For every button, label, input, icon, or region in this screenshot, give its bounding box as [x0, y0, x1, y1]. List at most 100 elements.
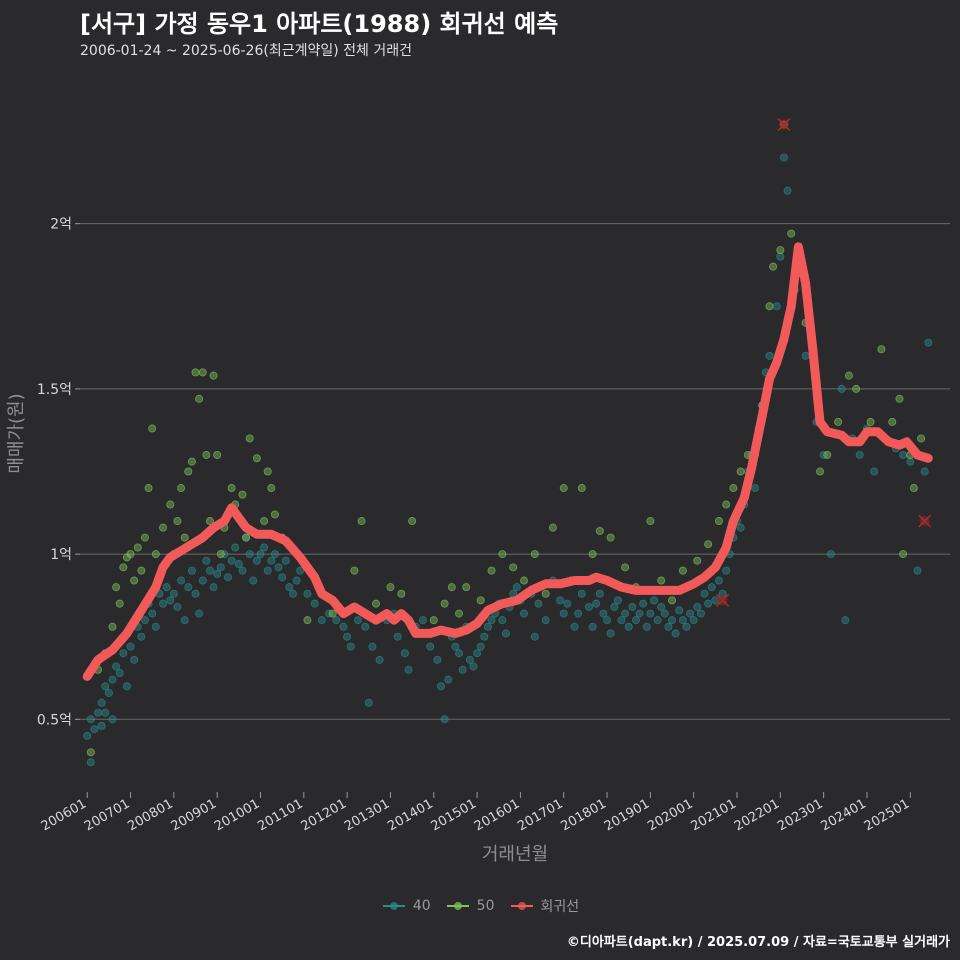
data-point-50: [621, 563, 630, 572]
data-point-40: [94, 708, 103, 717]
data-point-50: [714, 517, 723, 526]
data-point-40: [686, 609, 695, 618]
data-point-50: [252, 454, 261, 463]
data-point-40: [635, 609, 644, 618]
data-point-40: [639, 599, 648, 608]
data-point-50: [144, 484, 153, 493]
regression-line: [82, 242, 933, 681]
data-point-40: [675, 606, 684, 615]
data-point-40: [473, 649, 482, 658]
data-point-50: [447, 583, 456, 592]
data-point-40: [682, 622, 691, 631]
data-point-40: [317, 616, 326, 625]
y-tick-label: 1.5억: [37, 382, 72, 398]
data-point-40: [119, 649, 128, 658]
outlier-x-mark: [777, 117, 791, 132]
data-point-40: [292, 576, 301, 585]
data-point-40: [97, 698, 106, 707]
data-point-50: [180, 533, 189, 542]
x-tick-label: 200601: [39, 796, 89, 834]
data-point-40: [707, 583, 716, 592]
data-point-50: [595, 526, 604, 535]
data-point-50: [140, 533, 149, 542]
data-point-50: [429, 616, 438, 625]
data-point-50: [267, 484, 276, 493]
x-tick-label: 202001: [645, 796, 695, 834]
data-point-50: [137, 566, 146, 575]
data-point-40: [606, 629, 615, 638]
data-point-40: [577, 589, 586, 598]
data-point-50: [462, 583, 471, 592]
x-tick-label: 200701: [82, 796, 132, 834]
data-point-50: [350, 566, 359, 575]
data-point-50: [126, 550, 135, 559]
data-point-40: [187, 566, 196, 575]
data-point-50: [115, 599, 124, 608]
data-point-40: [765, 351, 774, 360]
data-point-40: [86, 758, 95, 767]
data-point-40: [346, 642, 355, 651]
data-point-50: [888, 417, 897, 426]
data-point-50: [187, 457, 196, 466]
data-point-40: [779, 153, 788, 162]
x-tick-label: 202501: [862, 796, 912, 834]
chart-subtitle: 2006-01-24 ~ 2025-06-26(최근계약일) 전체 거래건: [80, 43, 412, 59]
x-tick-label: 201001: [212, 796, 262, 834]
data-point-40: [613, 596, 622, 605]
data-point-50: [765, 302, 774, 311]
data-point-40: [451, 642, 460, 651]
data-point-40: [213, 569, 222, 578]
data-point-40: [86, 715, 95, 724]
data-point-50: [736, 467, 745, 476]
data-point-40: [541, 616, 550, 625]
data-point-40: [498, 616, 507, 625]
data-point-40: [260, 543, 269, 552]
data-point-40: [668, 616, 677, 625]
data-point-40: [603, 616, 612, 625]
data-point-50: [895, 394, 904, 403]
chart-title: [서구] 가정 동우1 아파트(1988) 회귀선 예측: [80, 10, 559, 38]
legend-item-50: 50: [445, 898, 495, 914]
x-tick-label: 201201: [299, 796, 349, 834]
data-point-40: [693, 602, 702, 611]
data-point-40: [288, 589, 297, 598]
data-point-40: [440, 715, 449, 724]
data-point-50: [202, 450, 211, 459]
legend-label: 회귀선: [540, 899, 580, 915]
data-point-40: [184, 583, 193, 592]
data-point-50: [541, 589, 550, 598]
data-point-40: [108, 715, 117, 724]
data-point-40: [137, 632, 146, 641]
data-point-40: [913, 566, 922, 575]
data-point-50: [166, 500, 175, 509]
data-point-40: [238, 566, 247, 575]
data-point-40: [559, 609, 568, 618]
data-point-40: [274, 563, 283, 572]
legend-swatch-dot: [517, 902, 526, 910]
data-point-40: [101, 682, 110, 691]
data-point-40: [700, 589, 709, 598]
data-point-40: [870, 467, 879, 476]
data-point-40: [353, 616, 362, 625]
data-point-40: [924, 338, 933, 347]
data-point-50: [386, 583, 395, 592]
data-point-40: [263, 566, 272, 575]
data-point-40: [104, 688, 113, 697]
data-point-50: [260, 517, 269, 526]
data-point-40: [177, 576, 186, 585]
data-point-40: [465, 655, 474, 664]
data-point-40: [646, 609, 655, 618]
data-point-50: [198, 368, 207, 377]
x-axis-title: 거래년월: [482, 844, 548, 865]
data-point-50: [498, 550, 507, 559]
data-point-40: [368, 642, 377, 651]
x-tick-label: 201801: [559, 796, 609, 834]
data-point-50: [816, 467, 825, 476]
data-point-40: [563, 599, 572, 608]
data-point-40: [426, 642, 435, 651]
data-point-40: [339, 622, 348, 631]
data-point-40: [83, 731, 92, 740]
data-point-50: [509, 563, 518, 572]
data-point-40: [570, 622, 579, 631]
data-point-40: [148, 609, 157, 618]
